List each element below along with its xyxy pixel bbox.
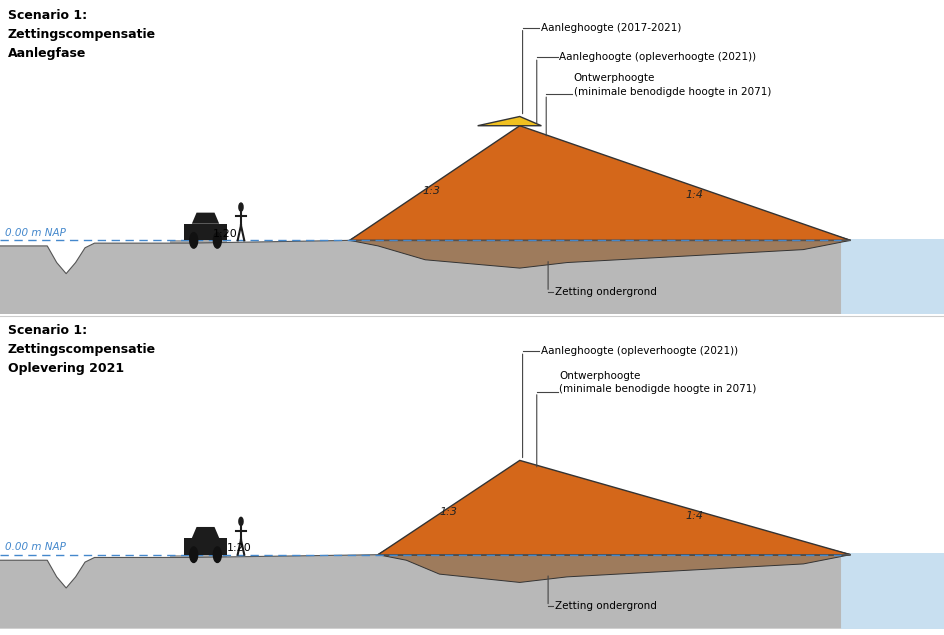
Text: Aanleghoogte (opleverhoogte (2021)): Aanleghoogte (opleverhoogte (2021)) (540, 346, 737, 356)
Text: 1:20: 1:20 (227, 543, 251, 553)
Text: Ontwerphoogte
(minimale benodigde hoogte in 2071): Ontwerphoogte (minimale benodigde hoogte… (573, 74, 770, 97)
Polygon shape (184, 538, 227, 555)
Polygon shape (477, 116, 541, 126)
Polygon shape (0, 555, 850, 629)
Polygon shape (184, 224, 227, 241)
Polygon shape (378, 470, 850, 555)
Polygon shape (349, 138, 850, 241)
Circle shape (190, 547, 197, 563)
Text: Aanleghoogte (opleverhoogte (2021)): Aanleghoogte (opleverhoogte (2021)) (559, 52, 756, 62)
Text: Scenario 1:
Zettingscompensatie
Oplevering 2021: Scenario 1: Zettingscompensatie Opleveri… (8, 324, 156, 375)
Text: Scenario 1:
Zettingscompensatie
Aanlegfase: Scenario 1: Zettingscompensatie Aanlegfa… (8, 10, 156, 60)
Polygon shape (0, 241, 850, 314)
Text: 1:4: 1:4 (684, 511, 702, 521)
Text: 0.00 m NAP: 0.00 m NAP (5, 228, 65, 237)
Polygon shape (170, 241, 227, 243)
Polygon shape (840, 553, 944, 629)
Text: Ontwerphoogte
(minimale benodigde hoogte in 2071): Ontwerphoogte (minimale benodigde hoogte… (559, 371, 756, 394)
Polygon shape (378, 460, 850, 555)
Text: 1:3: 1:3 (422, 186, 440, 196)
Polygon shape (349, 241, 850, 268)
Text: 1:4: 1:4 (684, 190, 702, 200)
Polygon shape (378, 555, 850, 582)
Polygon shape (840, 239, 944, 314)
Text: Zetting ondergrond: Zetting ondergrond (554, 601, 656, 612)
Polygon shape (170, 555, 227, 558)
Text: Zetting ondergrond: Zetting ondergrond (554, 287, 656, 297)
Circle shape (213, 232, 221, 248)
Text: 1:3: 1:3 (439, 507, 457, 517)
Circle shape (190, 232, 197, 248)
Circle shape (239, 203, 243, 211)
Text: 1:20: 1:20 (212, 229, 237, 239)
Text: Aanleghoogte (2017-2021): Aanleghoogte (2017-2021) (540, 23, 681, 33)
Polygon shape (349, 126, 850, 241)
Text: 0.00 m NAP: 0.00 m NAP (5, 542, 65, 552)
Polygon shape (192, 213, 219, 224)
Polygon shape (192, 527, 219, 538)
Circle shape (239, 518, 243, 526)
Circle shape (213, 547, 221, 563)
